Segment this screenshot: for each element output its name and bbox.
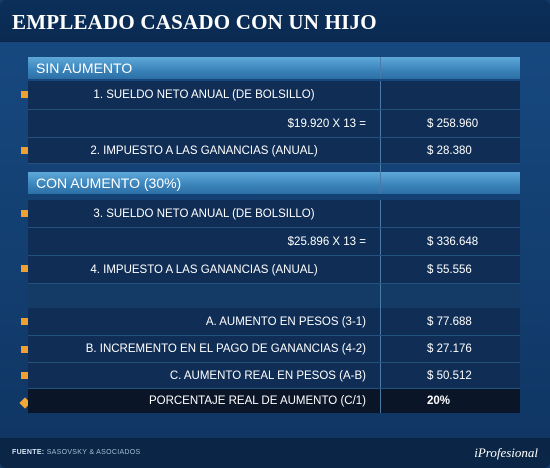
table-row: 4. IMPUESTO A LAS GANANCIAS (ANUAL) $ 55… <box>28 256 520 284</box>
row-label: PORCENTAJE REAL DE AUMENTO (C/1) <box>148 395 366 407</box>
row-value: $ 28.380 <box>380 138 520 163</box>
bullet-icon <box>21 318 28 325</box>
bullet-icon <box>21 372 28 379</box>
brand-logo: iProfesional <box>474 445 538 460</box>
section-sin-aumento: SIN AUMENTO <box>28 57 520 79</box>
row-label: B. INCREMENTO EN EL PAGO DE GANANCIAS (4… <box>85 343 366 355</box>
page-title: EMPLEADO CASADO CON UN HIJO <box>12 10 377 34</box>
row-value: $ 258.960 <box>380 110 520 137</box>
row-label: $19.920 X 13 = <box>287 117 366 130</box>
bullet-icon <box>21 147 28 154</box>
bullet-icon <box>21 346 28 353</box>
row-label: A. AUMENTO EN PESOS (3-1) <box>205 315 366 328</box>
row-value: $ 50.512 <box>380 363 520 388</box>
table-row: B. INCREMENTO EN EL PAGO DE GANANCIAS (4… <box>28 336 520 363</box>
bullet-icon <box>21 265 28 272</box>
section-divider <box>380 164 381 194</box>
table-row: 2. IMPUESTO A LAS GANANCIAS (ANUAL) $ 28… <box>28 138 520 164</box>
table-row: $25.896 X 13 = $ 336.648 <box>28 228 520 256</box>
table-row: 3. SUELDO NETO ANUAL (DE BOLSILLO) <box>28 200 520 228</box>
title-bar: EMPLEADO CASADO CON UN HIJO <box>0 0 550 42</box>
spacer-row <box>28 284 520 308</box>
bullet-icon <box>21 91 28 98</box>
row-value: $ 336.648 <box>380 228 520 255</box>
bullet-icon <box>21 210 28 217</box>
source-label: FUENTE: <box>12 449 45 456</box>
source-credit: FUENTE: SASOVSKY & ASOCIADOS <box>12 449 140 456</box>
row-value: $ 77.688 <box>380 308 520 335</box>
row-label: 2. IMPUESTO A LAS GANANCIAS (ANUAL) <box>90 144 318 157</box>
row-label: $25.896 X 13 = <box>287 235 366 248</box>
row-value: $ 27.176 <box>380 336 520 362</box>
row-label: 1. SUELDO NETO ANUAL (DE BOLSILLO) <box>93 89 315 101</box>
row-label: 4. IMPUESTO A LAS GANANCIAS (ANUAL) <box>90 263 318 276</box>
table-row: A. AUMENTO EN PESOS (3-1) $ 77.688 <box>28 308 520 336</box>
row-value: 20% <box>380 389 520 413</box>
row-label: C. AUMENTO REAL EN PESOS (A-B) <box>169 369 366 382</box>
table-row: C. AUMENTO REAL EN PESOS (A-B) $ 50.512 <box>28 363 520 389</box>
footer: FUENTE: SASOVSKY & ASOCIADOS iProfesiona… <box>0 438 550 468</box>
table-row: $19.920 X 13 = $ 258.960 <box>28 110 520 138</box>
section-con-aumento: CON AUMENTO (30%) <box>28 172 520 194</box>
row-value: $ 55.556 <box>380 256 520 283</box>
row-label: 3. SUELDO NETO ANUAL (DE BOLSILLO) <box>93 207 315 220</box>
table-row: 1. SUELDO NETO ANUAL (DE BOLSILLO) <box>28 81 520 110</box>
table-row-total: PORCENTAJE REAL DE AUMENTO (C/1) 20% <box>28 389 520 413</box>
source-text: SASOVSKY & ASOCIADOS <box>46 449 141 456</box>
spacer-cell <box>380 284 520 308</box>
section-divider <box>380 57 381 79</box>
row-value <box>380 81 520 109</box>
row-value <box>380 200 520 227</box>
